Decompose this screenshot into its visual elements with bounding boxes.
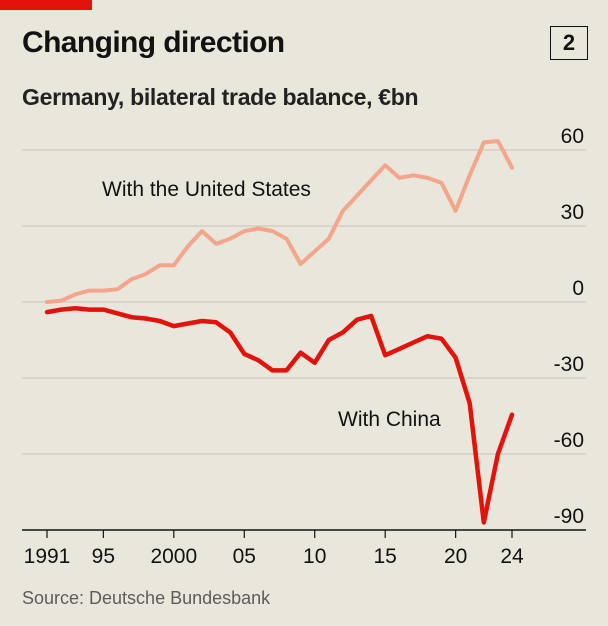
chart-number-badge: 2: [550, 26, 588, 60]
x-tick-label: 10: [303, 545, 326, 568]
x-tick-label: 24: [500, 545, 524, 568]
source-note: Source: Deutsche Bundesbank: [22, 588, 271, 608]
chart-subtitle: Germany, bilateral trade balance, €bn: [22, 84, 419, 110]
y-tick-label: -60: [554, 429, 584, 452]
y-tick-label: 60: [561, 125, 584, 148]
x-tick-label: 20: [444, 545, 467, 568]
x-tick-label: 05: [233, 545, 256, 568]
x-tick-label: 2000: [150, 545, 197, 568]
annotation-united-states: With the United States: [102, 178, 311, 201]
series-line-china: [44, 306, 515, 525]
series-line-united-states: [45, 139, 514, 304]
y-tick-label: 0: [572, 277, 584, 300]
series-lines: [44, 139, 515, 525]
y-axis-tick-labels: 60 30 0 -30 -60 -90: [554, 125, 584, 528]
series-annotations: With the United States With China: [102, 178, 441, 431]
x-tick-label: 15: [374, 545, 397, 568]
grid-lines: [22, 149, 586, 531]
y-tick-label: -30: [554, 353, 584, 376]
y-tick-label: 30: [561, 201, 584, 224]
y-tick-label: -90: [554, 505, 584, 528]
x-axis: 1991 95 2000 05 10 15 20 24: [24, 530, 524, 568]
accent-bar: [0, 0, 92, 10]
chart-title: Changing direction: [22, 26, 285, 59]
x-tick-label: 1991: [24, 545, 71, 568]
annotation-china: With China: [338, 408, 441, 431]
x-tick-label: 95: [92, 545, 115, 568]
